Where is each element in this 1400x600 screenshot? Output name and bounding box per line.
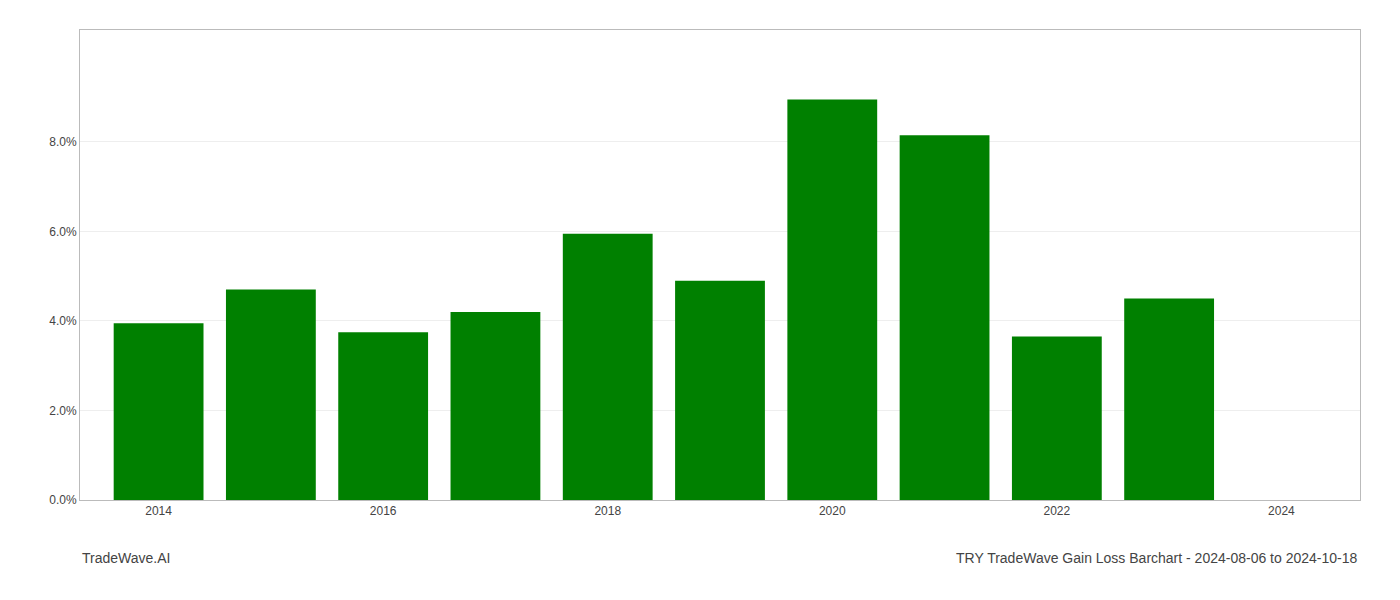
svg-text:TRY TradeWave Gain Loss Barcha: TRY TradeWave Gain Loss Barchart - 2024-… <box>956 550 1358 566</box>
svg-text:2022: 2022 <box>1043 504 1070 518</box>
svg-text:8.0%: 8.0% <box>49 135 77 149</box>
svg-text:2016: 2016 <box>370 504 397 518</box>
svg-text:2014: 2014 <box>145 504 172 518</box>
svg-text:2.0%: 2.0% <box>49 404 77 418</box>
svg-text:2018: 2018 <box>594 504 621 518</box>
svg-text:0.0%: 0.0% <box>49 493 77 507</box>
svg-text:6.0%: 6.0% <box>49 225 77 239</box>
svg-text:2020: 2020 <box>819 504 846 518</box>
svg-text:TradeWave.AI: TradeWave.AI <box>82 550 170 566</box>
svg-text:2024: 2024 <box>1268 504 1295 518</box>
svg-text:4.0%: 4.0% <box>49 314 77 328</box>
